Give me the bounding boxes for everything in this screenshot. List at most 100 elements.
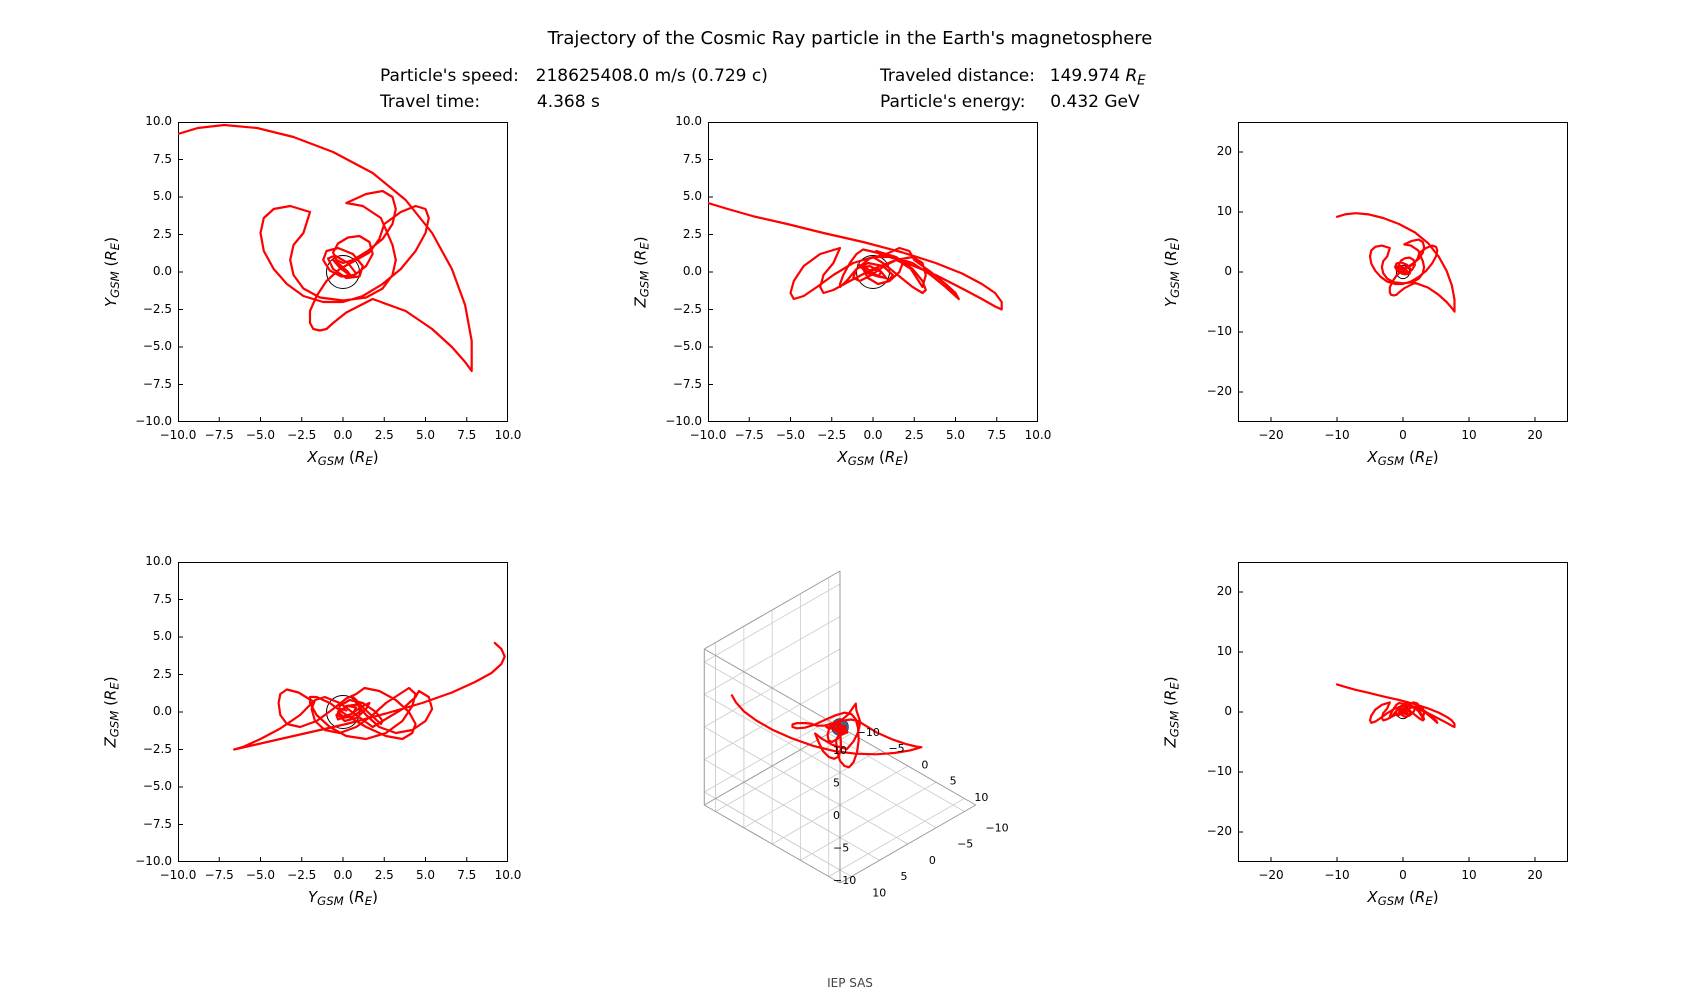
x-axis-label: XGSM (RE) [708,448,1038,468]
svg-text:−5: −5 [888,742,904,755]
x-tick-label: 2.5 [894,428,934,442]
svg-text:−5: −5 [957,838,973,851]
x-tick-label: −10.0 [158,868,198,882]
speed-value: 218625408.0 m/s (0.729 c) [536,66,768,86]
svg-text:−10: −10 [857,726,880,739]
y-tick-label: −10 [1192,764,1232,778]
svg-text:5: 5 [901,870,908,883]
y-tick-label: 0 [1192,704,1232,718]
y-tick-label: −10.0 [132,854,172,868]
x-tick-label: 7.5 [977,428,1017,442]
svg-text:0: 0 [833,809,840,822]
y-tick-label: 10.0 [132,114,172,128]
y-axis-label: ZGSM (RE) [632,122,652,422]
x-tick-label: −2.5 [282,868,322,882]
energy-label: Particle's energy: [880,92,1025,112]
x-axis-label: YGSM (RE) [178,888,508,908]
page-title: Trajectory of the Cosmic Ray particle in… [0,28,1700,49]
plot-xy-near: −10.0−7.5−5.0−2.50.02.55.07.510.0−10.0−7… [100,122,540,502]
y-axis-label: ZGSM (RE) [102,562,122,862]
x-tick-label: 10 [1449,428,1489,442]
y-tick-label: 0.0 [662,264,702,278]
y-tick-label: 5.0 [662,189,702,203]
y-tick-label: 2.5 [662,227,702,241]
y-tick-label: 0 [1192,264,1232,278]
y-tick-label: 7.5 [132,592,172,606]
x-tick-label: −20 [1251,428,1291,442]
y-tick-label: −7.5 [132,817,172,831]
x-tick-label: −7.5 [199,428,239,442]
y-tick-label: 10.0 [662,114,702,128]
y-tick-label: 7.5 [132,152,172,166]
distance-value: 149.974 RE [1050,66,1146,88]
distance-label: Traveled distance: [880,66,1035,86]
y-axis-label: ZGSM (RE) [1162,562,1182,862]
speed-label: Particle's speed: [380,66,519,86]
y-tick-label: −2.5 [662,302,702,316]
x-tick-label: 10.0 [488,868,528,882]
x-tick-label: 2.5 [364,868,404,882]
y-tick-label: −20 [1192,384,1232,398]
x-tick-label: 5.0 [936,428,976,442]
y-tick-label: −5.0 [662,339,702,353]
x-axis-label: XGSM (RE) [1238,448,1568,468]
x-tick-label: −10.0 [688,428,728,442]
time-label: Travel time: [380,92,480,112]
svg-text:10: 10 [974,791,988,804]
time-value: 4.368 s [537,92,600,112]
svg-text:−10: −10 [833,874,856,887]
y-tick-label: 20 [1192,584,1232,598]
svg-text:−10: −10 [985,821,1008,834]
plot-yz-near: −10.0−7.5−5.0−2.50.02.55.07.510.0−10.0−7… [100,562,540,942]
x-tick-label: −5.0 [771,428,811,442]
y-tick-label: 0.0 [132,264,172,278]
x-tick-label: 0.0 [323,868,363,882]
svg-text:0: 0 [929,854,936,867]
x-tick-label: −20 [1251,868,1291,882]
x-tick-label: 20 [1515,428,1555,442]
svg-text:5: 5 [833,776,840,789]
y-tick-label: 20 [1192,144,1232,158]
y-tick-label: −2.5 [132,742,172,756]
x-tick-label: 2.5 [364,428,404,442]
y-tick-label: 10 [1192,644,1232,658]
x-tick-label: −7.5 [199,868,239,882]
x-tick-label: 7.5 [447,428,487,442]
svg-text:10: 10 [872,886,886,899]
x-tick-label: 5.0 [406,868,446,882]
x-axis-label: XGSM (RE) [178,448,508,468]
y-tick-label: −7.5 [662,377,702,391]
x-tick-label: −2.5 [282,428,322,442]
plot-3d: −10−50510−10−50510−10−50510 [630,562,1070,942]
x-tick-label: 10.0 [488,428,528,442]
y-tick-label: 7.5 [662,152,702,166]
y-tick-label: 10 [1192,204,1232,218]
plot-xz-near: −10.0−7.5−5.0−2.50.02.55.07.510.0−10.0−7… [630,122,1070,502]
x-tick-label: −2.5 [812,428,852,442]
y-tick-label: 0.0 [132,704,172,718]
x-tick-label: −5.0 [241,428,281,442]
x-tick-label: −7.5 [729,428,769,442]
x-tick-label: −10.0 [158,428,198,442]
y-tick-label: 5.0 [132,629,172,643]
y-axis-label: YGSM (RE) [102,122,122,422]
y-tick-label: −7.5 [132,377,172,391]
y-tick-label: −10.0 [132,414,172,428]
x-axis-label: XGSM (RE) [1238,888,1568,908]
y-tick-label: −10 [1192,324,1232,338]
y-tick-label: −10.0 [662,414,702,428]
y-tick-label: 10.0 [132,554,172,568]
y-axis-label: YGSM (RE) [1162,122,1182,422]
x-tick-label: 0 [1383,428,1423,442]
x-tick-label: −10 [1317,868,1357,882]
x-tick-label: 0.0 [323,428,363,442]
svg-text:10: 10 [833,744,847,757]
x-tick-label: 5.0 [406,428,446,442]
x-tick-label: 20 [1515,868,1555,882]
x-tick-label: 0 [1383,868,1423,882]
svg-text:−5: −5 [833,841,849,854]
y-tick-label: −20 [1192,824,1232,838]
y-tick-label: 2.5 [132,667,172,681]
plot-xz-far: −20−1001020−20−1001020XGSM (RE)ZGSM (RE) [1160,562,1600,942]
x-tick-label: 0.0 [853,428,893,442]
